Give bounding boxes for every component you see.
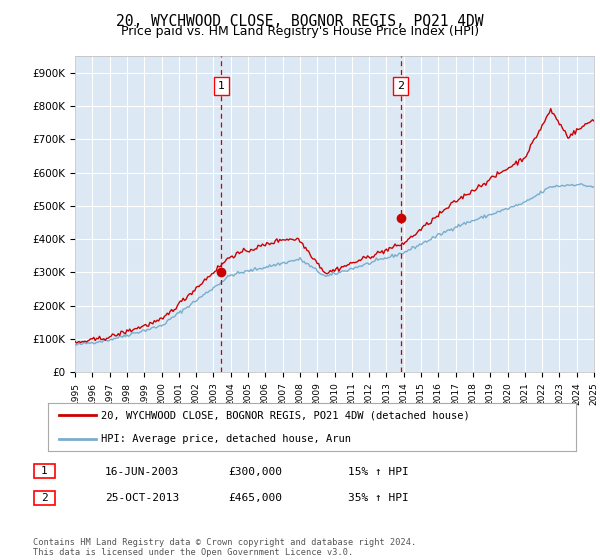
Text: 2: 2 — [397, 81, 404, 91]
Text: HPI: Average price, detached house, Arun: HPI: Average price, detached house, Arun — [101, 434, 351, 444]
Text: 20, WYCHWOOD CLOSE, BOGNOR REGIS, PO21 4DW (detached house): 20, WYCHWOOD CLOSE, BOGNOR REGIS, PO21 4… — [101, 410, 470, 420]
Text: 1: 1 — [218, 81, 225, 91]
Text: 15% ↑ HPI: 15% ↑ HPI — [348, 466, 409, 477]
Text: £465,000: £465,000 — [228, 493, 282, 503]
FancyBboxPatch shape — [34, 491, 55, 505]
Text: 16-JUN-2003: 16-JUN-2003 — [105, 466, 179, 477]
Text: 25-OCT-2013: 25-OCT-2013 — [105, 493, 179, 503]
Text: 2: 2 — [41, 493, 48, 503]
Text: £300,000: £300,000 — [228, 466, 282, 477]
Text: 1: 1 — [41, 466, 48, 476]
Text: Contains HM Land Registry data © Crown copyright and database right 2024.
This d: Contains HM Land Registry data © Crown c… — [33, 538, 416, 557]
Text: 20, WYCHWOOD CLOSE, BOGNOR REGIS, PO21 4DW: 20, WYCHWOOD CLOSE, BOGNOR REGIS, PO21 4… — [116, 14, 484, 29]
FancyBboxPatch shape — [34, 464, 55, 478]
Text: Price paid vs. HM Land Registry's House Price Index (HPI): Price paid vs. HM Land Registry's House … — [121, 25, 479, 38]
Text: 35% ↑ HPI: 35% ↑ HPI — [348, 493, 409, 503]
